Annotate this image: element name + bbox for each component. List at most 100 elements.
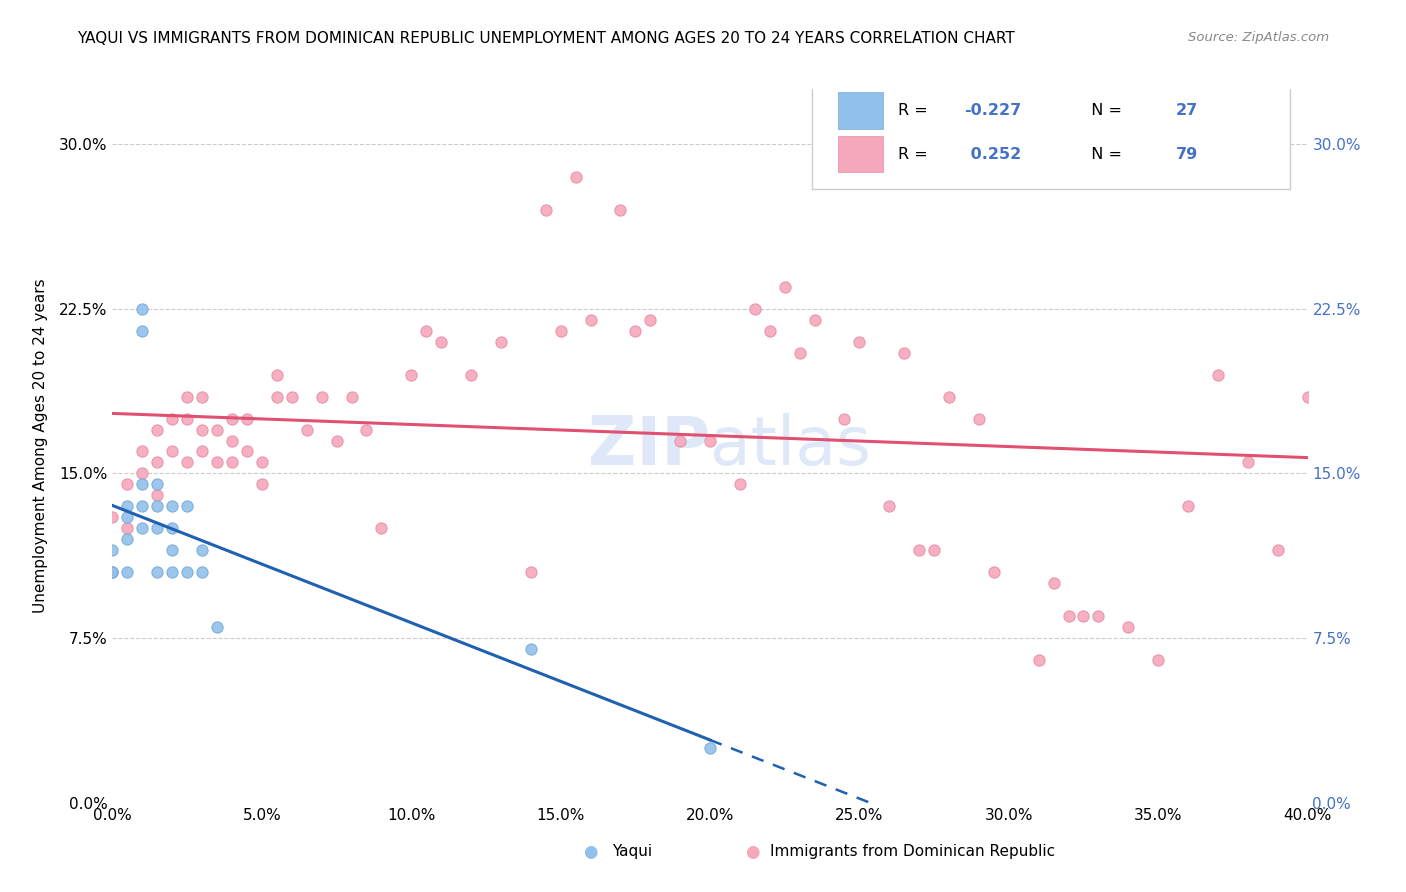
Point (609, 202, 631, 217)
Point (131, 467, 153, 481)
Point (893, 345, 915, 359)
FancyBboxPatch shape (838, 93, 883, 129)
Text: YAQUI VS IMMIGRANTS FROM DOMINICAN REPUBLIC UNEMPLOYMENT AMONG AGES 20 TO 24 YEA: YAQUI VS IMMIGRANTS FROM DOMINICAN REPUB… (77, 31, 1015, 46)
Point (176, 390, 198, 404)
Point (728, 477, 751, 491)
Point (101, 543, 124, 558)
Point (191, 566, 214, 580)
Point (146, 455, 169, 469)
Point (131, 477, 153, 491)
Point (579, 312, 602, 326)
Point (221, 411, 243, 425)
Point (117, 510, 139, 524)
Text: N =: N = (1080, 103, 1126, 118)
Point (879, 500, 901, 514)
Point (236, 444, 259, 458)
Point (191, 423, 214, 437)
Point (176, 455, 198, 469)
Point (699, 740, 721, 755)
Point (460, 368, 482, 382)
Text: ●: ● (583, 843, 598, 861)
Point (266, 390, 288, 404)
Point (789, 345, 811, 359)
Text: 0.252: 0.252 (965, 146, 1021, 161)
Text: ZIP: ZIP (588, 413, 710, 479)
Point (415, 324, 437, 338)
Point (281, 390, 304, 404)
Point (401, 368, 423, 382)
Text: Yaqui: Yaqui (612, 845, 652, 859)
Point (250, 477, 273, 491)
Point (176, 500, 198, 514)
Point (489, 334, 512, 349)
Point (640, 312, 662, 326)
Point (520, 566, 543, 580)
Point (191, 390, 214, 404)
Point (1206, 368, 1229, 382)
Point (101, 566, 124, 580)
Point (1267, 543, 1289, 558)
Point (340, 390, 363, 404)
Y-axis label: Unemployment Among Ages 20 to 24 years: Unemployment Among Ages 20 to 24 years (32, 278, 48, 614)
Point (1042, 576, 1064, 591)
Point (146, 423, 169, 437)
Point (520, 642, 543, 657)
Point (311, 390, 333, 404)
Point (162, 521, 183, 535)
Point (818, 169, 841, 184)
Point (1296, 390, 1319, 404)
Point (534, 202, 557, 217)
Point (205, 423, 228, 437)
Point (162, 543, 183, 558)
Point (1177, 500, 1199, 514)
Point (744, 301, 766, 316)
Point (266, 368, 288, 382)
Text: R =: R = (897, 103, 932, 118)
Point (1057, 609, 1080, 624)
Point (998, 169, 1021, 184)
Text: R =: R = (897, 146, 932, 161)
Point (967, 411, 990, 425)
Point (162, 444, 183, 458)
Point (250, 455, 273, 469)
Point (834, 411, 856, 425)
Point (205, 455, 228, 469)
Point (162, 500, 183, 514)
Point (430, 334, 453, 349)
Point (131, 521, 153, 535)
Point (1118, 620, 1140, 634)
Point (146, 521, 169, 535)
Point (146, 566, 169, 580)
Point (101, 510, 124, 524)
Point (773, 280, 796, 294)
Point (1147, 653, 1170, 667)
Point (325, 434, 347, 448)
Point (908, 543, 931, 558)
Text: N =: N = (1080, 146, 1126, 161)
Point (176, 411, 198, 425)
Point (146, 488, 169, 502)
Point (759, 324, 782, 338)
Point (146, 477, 169, 491)
Point (191, 444, 214, 458)
Point (848, 334, 870, 349)
Point (938, 390, 960, 404)
Text: Source: ZipAtlas.com: Source: ZipAtlas.com (1188, 31, 1329, 45)
Point (624, 324, 647, 338)
FancyBboxPatch shape (811, 78, 1289, 189)
Point (131, 324, 153, 338)
Point (101, 566, 124, 580)
Point (922, 543, 945, 558)
Point (162, 411, 183, 425)
Point (117, 533, 139, 547)
Point (295, 423, 318, 437)
Point (1073, 609, 1095, 624)
Point (176, 566, 198, 580)
Point (236, 411, 259, 425)
Text: 27: 27 (1175, 103, 1198, 118)
Point (1028, 653, 1050, 667)
Point (162, 566, 183, 580)
Point (356, 423, 378, 437)
Point (131, 500, 153, 514)
Point (117, 566, 139, 580)
